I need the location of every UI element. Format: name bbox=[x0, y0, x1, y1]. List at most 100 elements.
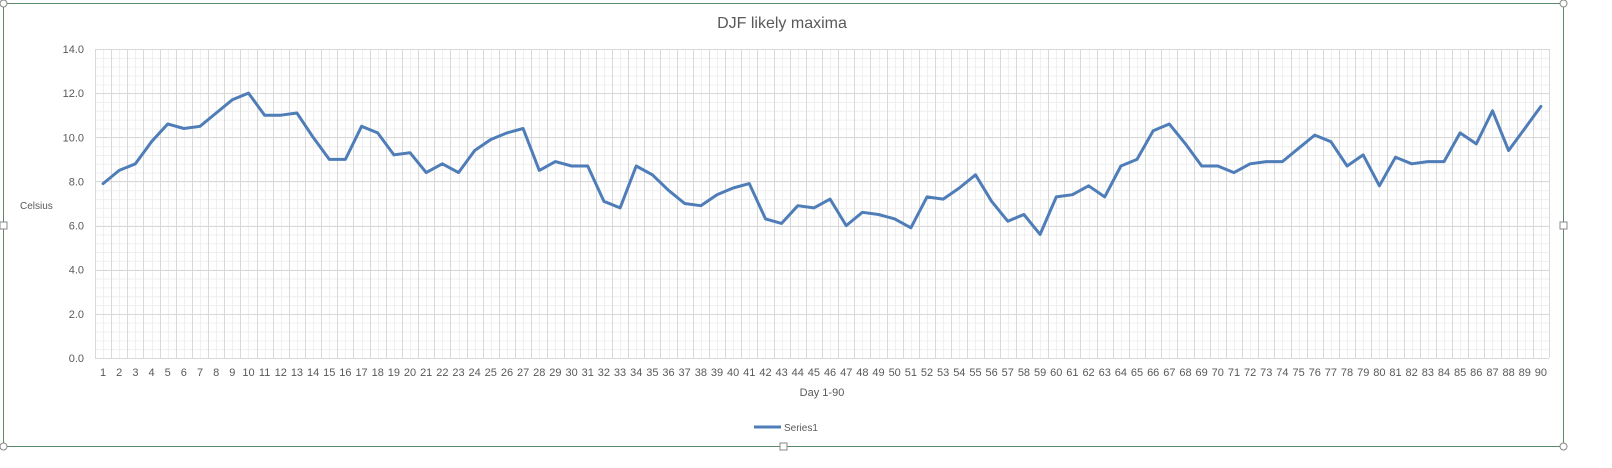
resize-handle[interactable] bbox=[1559, 0, 1568, 8]
resize-handle[interactable] bbox=[0, 442, 8, 451]
x-tick-label: 82 bbox=[1406, 367, 1418, 379]
x-tick-label: 74 bbox=[1276, 367, 1288, 379]
x-tick-label: 72 bbox=[1244, 367, 1256, 379]
data-point bbox=[1006, 219, 1009, 223]
x-tick-label: 28 bbox=[533, 367, 545, 379]
x-tick-label: 32 bbox=[598, 367, 610, 379]
legend-label: Series1 bbox=[784, 423, 818, 434]
x-tick-label: 18 bbox=[372, 367, 384, 379]
x-tick-label: 6 bbox=[181, 367, 187, 379]
x-axis-label: Day 1-90 bbox=[800, 387, 845, 399]
x-tick-label: 54 bbox=[953, 367, 965, 379]
x-tick-label: 83 bbox=[1422, 367, 1434, 379]
x-tick-label: 33 bbox=[614, 367, 626, 379]
x-tick-label: 73 bbox=[1260, 367, 1272, 379]
data-point bbox=[1458, 131, 1462, 135]
data-point bbox=[118, 169, 121, 172]
x-tick-label: 58 bbox=[1018, 367, 1030, 379]
data-point bbox=[1491, 109, 1494, 113]
x-tick-label: 42 bbox=[759, 367, 771, 379]
x-tick-label: 53 bbox=[937, 367, 949, 379]
x-tick-label: 20 bbox=[404, 367, 416, 379]
data-point bbox=[231, 98, 234, 101]
x-tick-label: 24 bbox=[469, 367, 481, 379]
data-point bbox=[1329, 140, 1333, 143]
data-point bbox=[731, 186, 735, 190]
x-tick-label: 61 bbox=[1066, 367, 1078, 379]
y-tick-label: 4.0 bbox=[69, 265, 84, 277]
x-tick-label: 49 bbox=[872, 367, 884, 379]
x-tick-label: 2 bbox=[116, 367, 122, 379]
x-tick-label: 23 bbox=[452, 367, 464, 379]
data-point bbox=[134, 162, 137, 165]
data-point bbox=[457, 171, 460, 174]
data-point bbox=[861, 211, 864, 214]
x-tick-label: 78 bbox=[1341, 367, 1353, 379]
data-point bbox=[344, 158, 347, 161]
data-point bbox=[1426, 160, 1430, 163]
data-point bbox=[1345, 164, 1349, 168]
data-point bbox=[828, 197, 832, 201]
x-tick-label: 43 bbox=[775, 367, 787, 379]
x-tick-label: 12 bbox=[275, 367, 287, 379]
y-axis-label: Celsius bbox=[20, 201, 53, 212]
data-point bbox=[1539, 105, 1543, 108]
data-point bbox=[618, 206, 622, 210]
data-point bbox=[667, 189, 670, 192]
data-point bbox=[602, 200, 606, 203]
data-point bbox=[554, 160, 557, 163]
data-point bbox=[328, 158, 331, 161]
x-tick-label: 45 bbox=[808, 367, 820, 379]
resize-handle[interactable] bbox=[1559, 442, 1568, 451]
data-point bbox=[489, 138, 493, 141]
x-tick-label: 29 bbox=[549, 367, 561, 379]
x-tick-label: 67 bbox=[1163, 367, 1175, 379]
data-point bbox=[1200, 164, 1203, 168]
x-tick-label: 31 bbox=[582, 367, 594, 379]
x-tick-label: 7 bbox=[197, 367, 203, 379]
data-point bbox=[441, 162, 444, 165]
data-point bbox=[586, 164, 589, 168]
data-point bbox=[1265, 160, 1268, 163]
chart-title: DJF likely maxima bbox=[717, 15, 847, 32]
resize-handle[interactable] bbox=[0, 221, 8, 230]
x-tick-label: 44 bbox=[792, 367, 804, 379]
data-point bbox=[715, 193, 719, 196]
data-point bbox=[538, 169, 541, 172]
x-tick-label: 35 bbox=[646, 367, 658, 379]
data-point bbox=[941, 197, 945, 201]
y-tick-label: 2.0 bbox=[69, 309, 84, 321]
x-tick-label: 60 bbox=[1050, 367, 1062, 379]
x-tick-label: 4 bbox=[148, 367, 154, 379]
resize-handle[interactable] bbox=[779, 442, 788, 451]
data-point bbox=[166, 122, 169, 126]
x-tick-label: 76 bbox=[1309, 367, 1321, 379]
data-point bbox=[1184, 142, 1187, 146]
resize-handle[interactable] bbox=[0, 0, 8, 8]
x-tick-label: 81 bbox=[1389, 367, 1401, 379]
resize-handle[interactable] bbox=[1559, 221, 1568, 230]
data-point bbox=[1038, 233, 1042, 236]
x-tick-label: 1 bbox=[100, 367, 106, 379]
data-point bbox=[1103, 195, 1106, 199]
data-point bbox=[1523, 127, 1526, 130]
data-point bbox=[1135, 158, 1139, 161]
data-point bbox=[1442, 160, 1446, 163]
data-point bbox=[748, 182, 751, 185]
x-tick-label: 38 bbox=[695, 367, 707, 379]
data-point bbox=[392, 153, 396, 157]
data-point bbox=[812, 206, 816, 210]
data-point bbox=[683, 202, 686, 205]
data-point bbox=[311, 136, 315, 139]
data-point bbox=[247, 91, 250, 95]
x-tick-label: 51 bbox=[905, 367, 917, 379]
data-point bbox=[1281, 160, 1284, 163]
x-tick-label: 17 bbox=[355, 367, 367, 379]
x-tick-label: 41 bbox=[743, 367, 755, 379]
x-tick-label: 47 bbox=[840, 367, 852, 379]
x-tick-label: 13 bbox=[291, 367, 303, 379]
x-tick-label: 22 bbox=[436, 367, 448, 379]
data-point bbox=[408, 151, 412, 154]
y-tick-label: 14.0 bbox=[63, 44, 84, 56]
